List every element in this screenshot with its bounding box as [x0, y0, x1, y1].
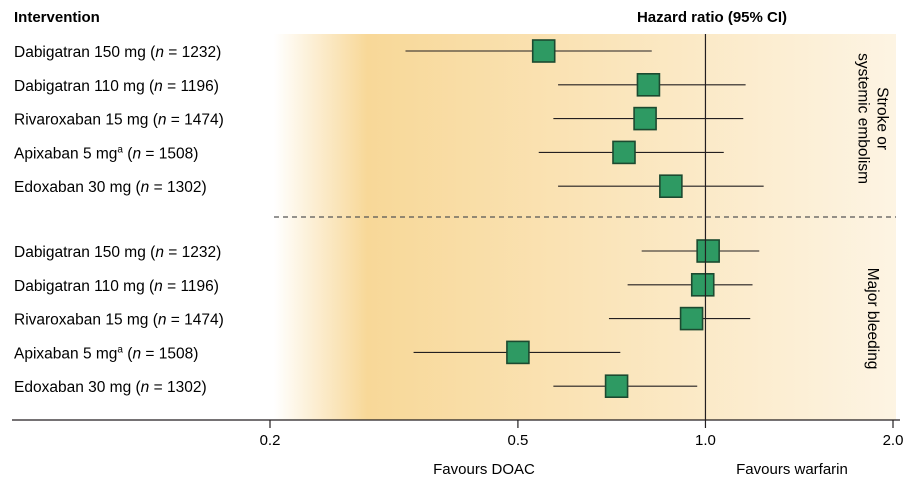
n-symbol: n — [158, 312, 167, 329]
x-tick-label: 2.0 — [883, 432, 904, 449]
drug-name: Apixaban 5 mg — [14, 345, 117, 362]
hazard-ratio-marker — [506, 340, 530, 365]
row-label: Dabigatran 150 mg (n = 1232) — [14, 244, 221, 261]
n-symbol: n — [155, 44, 164, 61]
group-label: Stroke orsystemic embolism — [855, 53, 891, 184]
group-label: Major bleeding — [864, 268, 881, 370]
n-count: = 1302) — [149, 179, 206, 196]
hazard-ratio-marker — [604, 374, 629, 399]
n-symbol: n — [155, 244, 164, 261]
drug-name: Rivaroxaban 15 mg ( — [14, 312, 159, 329]
favours-doac-label: Favours DOAC — [433, 461, 535, 478]
hazard-ratio-marker — [696, 239, 720, 263]
row-label: Dabigatran 110 mg (n = 1196) — [14, 278, 219, 295]
n-count: = 1508) — [141, 345, 198, 362]
forest-rows: Dabigatran 150 mg (n = 1232)Dabigatran 1… — [14, 39, 764, 399]
drug-name: Dabigatran 150 mg ( — [14, 44, 156, 61]
n-count: = 1232) — [164, 44, 221, 61]
intervention-header: Intervention — [14, 9, 100, 26]
x-tick-label: 1.0 — [695, 432, 716, 449]
hazard-ratio-header: Hazard ratio (95% CI) — [637, 9, 787, 26]
favours-warfarin-label: Favours warfarin — [736, 461, 848, 478]
hazard-ratio-marker — [612, 140, 636, 165]
row-label: Rivaroxaban 15 mg (n = 1474) — [14, 312, 224, 329]
shaded-plot-region — [274, 34, 896, 420]
hazard-ratio-marker — [531, 39, 556, 63]
group-label-line: systemic embolism — [855, 53, 872, 184]
x-tick-label: 0.5 — [507, 432, 528, 449]
row-label: Apixaban 5 mga (n = 1508) — [14, 344, 198, 362]
hazard-ratio-marker — [633, 106, 657, 131]
row-label: Rivaroxaban 15 mg (n = 1474) — [14, 112, 224, 129]
n-symbol: n — [154, 78, 163, 95]
paren-open: ( — [123, 145, 133, 162]
n-count: = 1302) — [149, 379, 206, 396]
row-label: Dabigatran 110 mg (n = 1196) — [14, 78, 219, 95]
n-symbol: n — [132, 345, 141, 362]
drug-name: Apixaban 5 mg — [14, 145, 117, 162]
group-label-line: Major bleeding — [864, 268, 881, 370]
hazard-ratio-marker — [659, 174, 683, 198]
n-symbol: n — [141, 179, 150, 196]
n-symbol: n — [141, 379, 150, 396]
drug-name: Dabigatran 110 mg ( — [14, 78, 155, 95]
row-label: Edoxaban 30 mg (n = 1302) — [14, 179, 207, 196]
hazard-ratio-marker — [636, 73, 661, 97]
drug-name: Edoxaban 30 mg ( — [14, 379, 142, 396]
hazard-ratio-marker — [679, 306, 704, 331]
row-label: Apixaban 5 mga (n = 1508) — [14, 144, 198, 162]
n-count: = 1232) — [164, 244, 221, 261]
row-label: Dabigatran 150 mg (n = 1232) — [14, 44, 221, 61]
drug-name: Rivaroxaban 15 mg ( — [14, 112, 159, 129]
n-symbol: n — [154, 278, 163, 295]
drug-name: Edoxaban 30 mg ( — [14, 179, 142, 196]
drug-name: Dabigatran 110 mg ( — [14, 278, 155, 295]
hazard-ratio-marker — [690, 272, 715, 297]
n-count: = 1474) — [167, 112, 224, 129]
x-axis-ticks: 0.2 0.5 1.0 2.0 — [260, 420, 904, 449]
group-labels: Stroke orsystemic embolism Major bleeding — [855, 53, 891, 369]
paren-open: ( — [123, 345, 133, 362]
n-count: = 1196) — [163, 78, 219, 95]
footnote-marker: a — [117, 144, 123, 155]
n-symbol: n — [132, 145, 141, 162]
n-count: = 1474) — [167, 312, 224, 329]
n-symbol: n — [158, 112, 167, 129]
footnote-marker: a — [117, 344, 123, 355]
group-label-line: Stroke or — [874, 87, 891, 150]
n-count: = 1508) — [141, 145, 198, 162]
n-count: = 1196) — [163, 278, 219, 295]
row-label: Edoxaban 30 mg (n = 1302) — [14, 379, 207, 396]
x-tick-label: 0.2 — [260, 432, 281, 449]
drug-name: Dabigatran 150 mg ( — [14, 244, 156, 261]
